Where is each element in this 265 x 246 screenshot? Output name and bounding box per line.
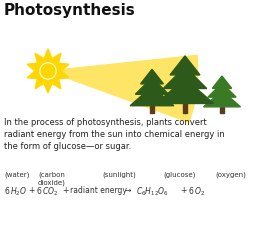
Text: $6\,H_2O$: $6\,H_2O$ — [4, 186, 27, 199]
Polygon shape — [212, 76, 232, 88]
Polygon shape — [60, 74, 193, 122]
Bar — [150, 106, 154, 113]
Polygon shape — [52, 79, 61, 89]
Polygon shape — [130, 87, 174, 106]
Polygon shape — [61, 71, 198, 92]
Text: (glucose): (glucose) — [163, 172, 195, 179]
Polygon shape — [204, 91, 240, 107]
Text: (oxygen): (oxygen) — [215, 172, 246, 179]
Text: Photosynthesis: Photosynthesis — [4, 3, 136, 18]
Circle shape — [40, 63, 56, 79]
Text: $C_6H_{12}O_6$: $C_6H_{12}O_6$ — [136, 186, 169, 199]
Text: $\rightarrow$: $\rightarrow$ — [123, 186, 132, 195]
Polygon shape — [61, 55, 198, 76]
Polygon shape — [52, 53, 61, 63]
Text: (sunlight): (sunlight) — [102, 172, 136, 179]
Bar — [183, 104, 187, 113]
Polygon shape — [27, 63, 37, 71]
Polygon shape — [44, 83, 52, 93]
Text: +: + — [180, 186, 186, 195]
Text: radiant energy: radiant energy — [70, 186, 127, 195]
Polygon shape — [44, 49, 52, 59]
Text: $6\,O_2$: $6\,O_2$ — [188, 186, 205, 199]
Circle shape — [41, 64, 55, 78]
Polygon shape — [59, 71, 69, 79]
Text: In the process of photosynthesis, plants convert
radiant energy from the sun int: In the process of photosynthesis, plants… — [4, 118, 225, 151]
Polygon shape — [156, 78, 214, 104]
Polygon shape — [35, 53, 44, 63]
Polygon shape — [61, 73, 197, 107]
Text: (carbon
dioxide): (carbon dioxide) — [38, 172, 66, 186]
Text: (water): (water) — [4, 172, 29, 179]
Text: +: + — [62, 186, 68, 195]
Text: $6\,CO_2$: $6\,CO_2$ — [36, 186, 58, 199]
Text: +: + — [28, 186, 34, 195]
Polygon shape — [135, 78, 169, 94]
Circle shape — [35, 58, 61, 84]
Polygon shape — [163, 67, 207, 89]
Polygon shape — [208, 83, 236, 97]
Polygon shape — [27, 71, 37, 79]
Polygon shape — [59, 63, 69, 71]
Polygon shape — [140, 69, 164, 84]
Polygon shape — [170, 56, 200, 75]
Polygon shape — [35, 79, 44, 89]
Bar — [220, 107, 224, 113]
